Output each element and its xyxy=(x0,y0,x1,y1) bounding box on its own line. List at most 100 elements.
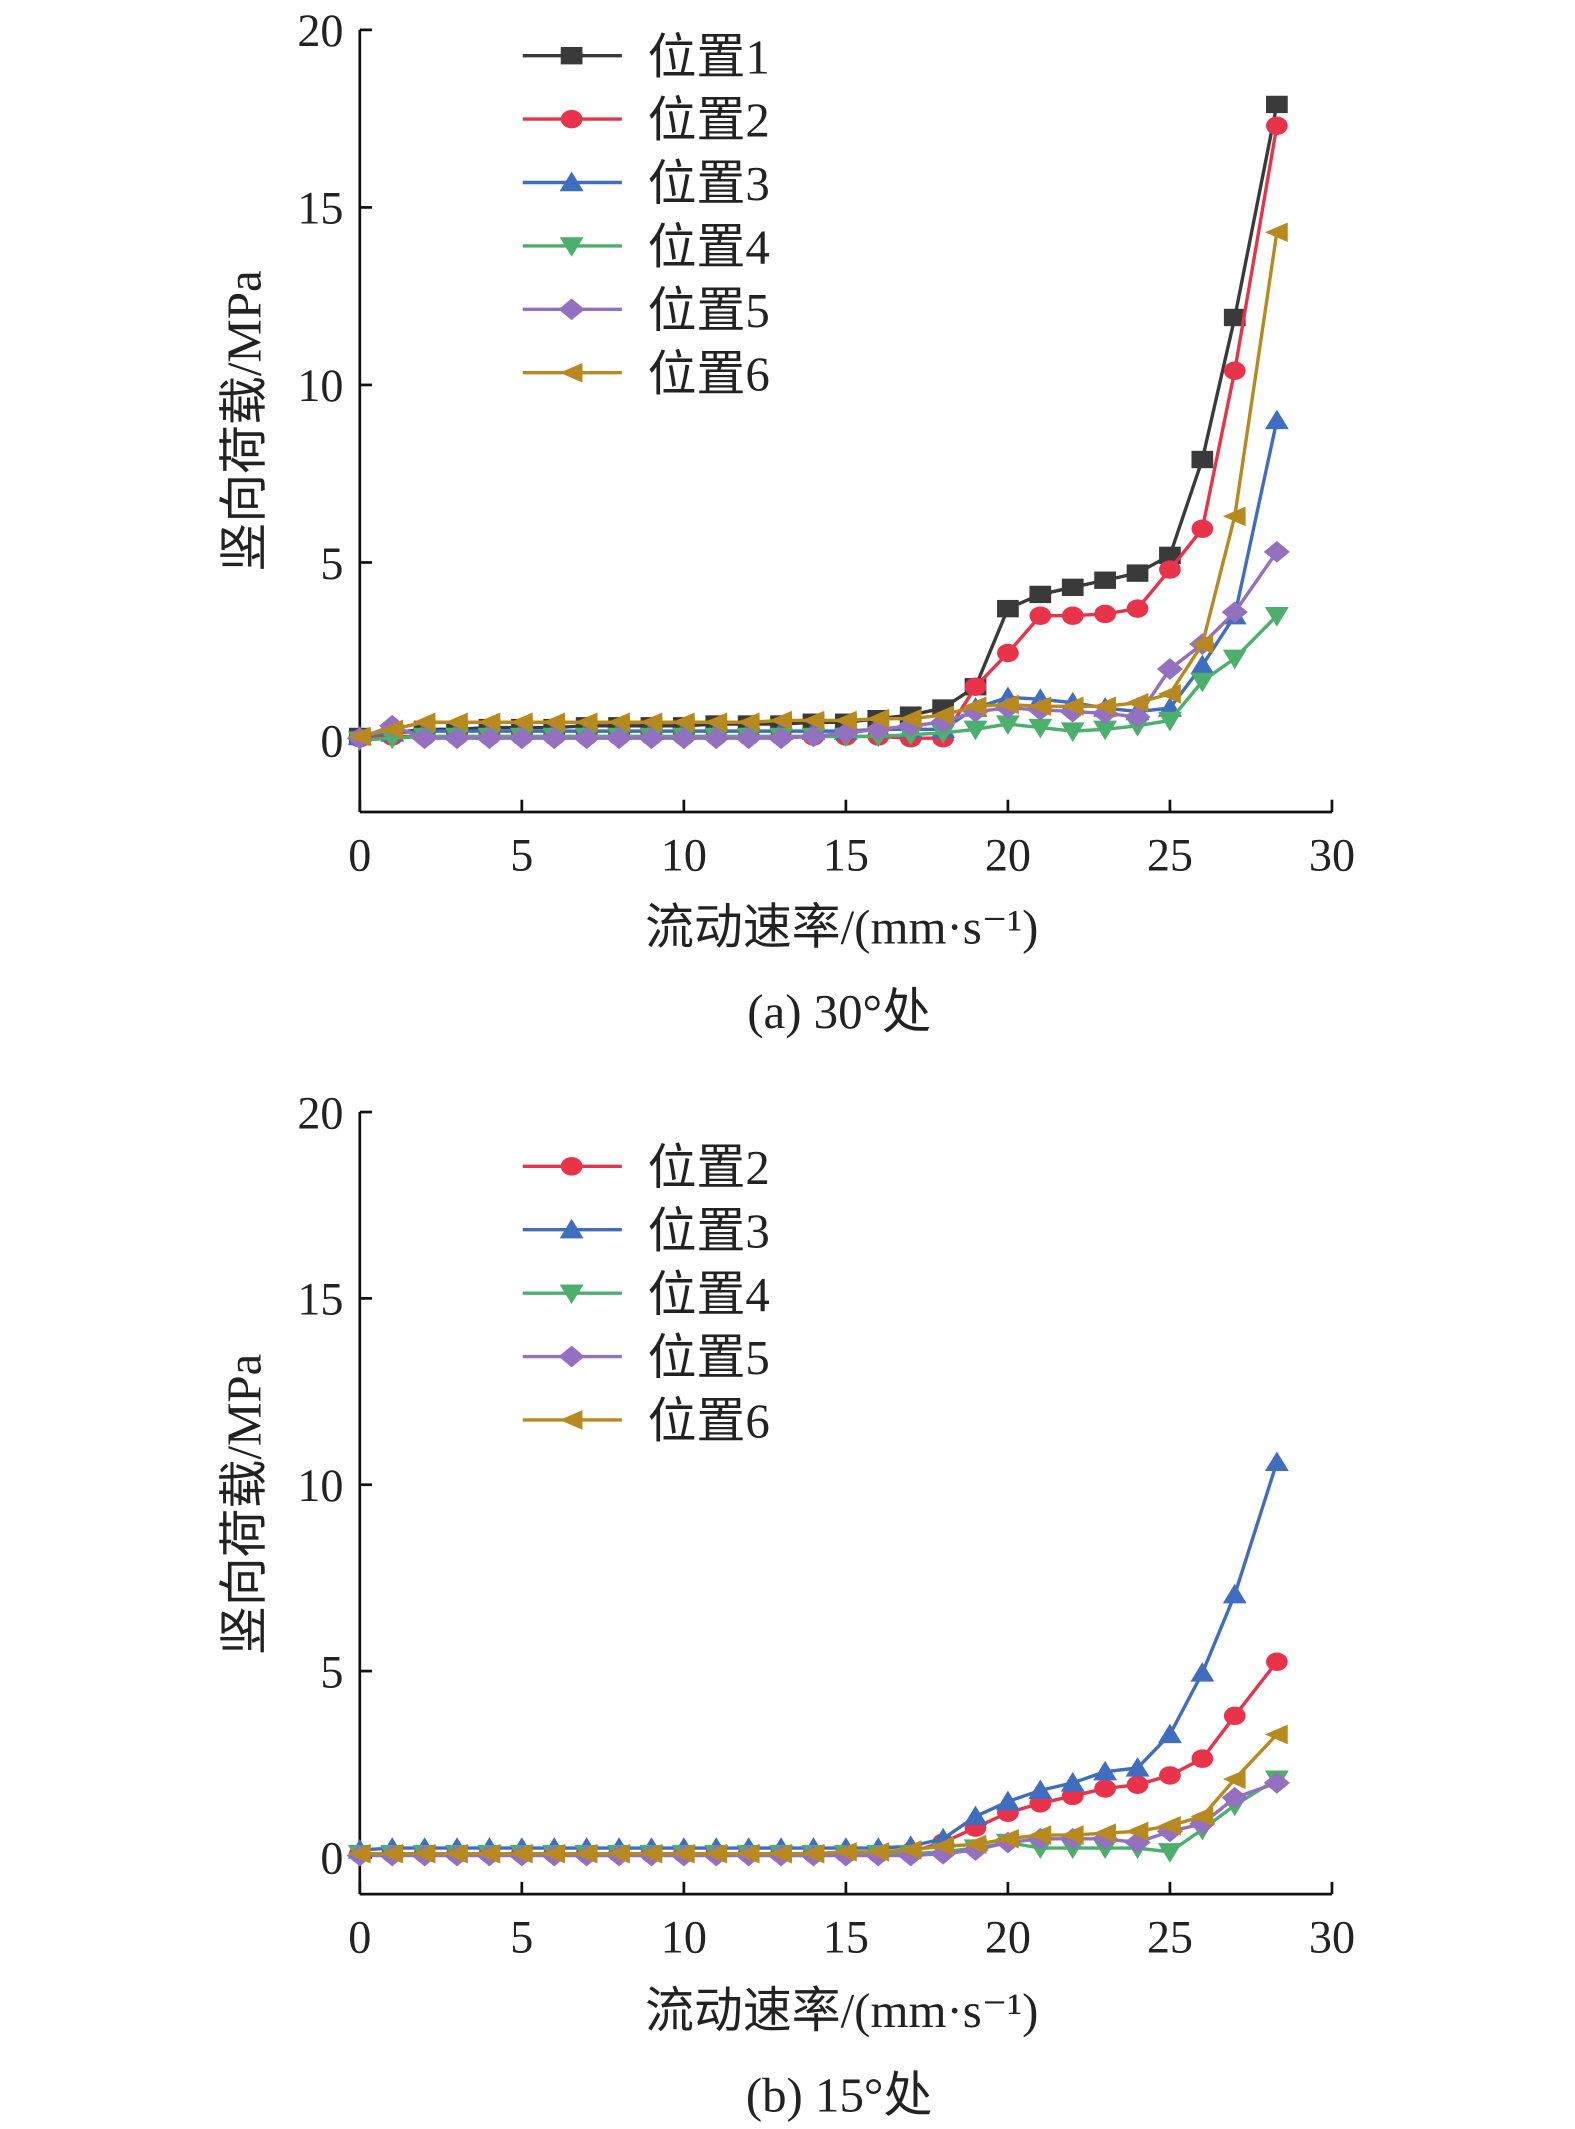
data-point xyxy=(995,1829,1019,1849)
data-point xyxy=(963,696,987,717)
data-point xyxy=(963,1805,988,1826)
data-point xyxy=(1126,599,1149,618)
y-axis-label: 竖向荷载/MPa xyxy=(217,1353,272,1655)
data-point xyxy=(1159,546,1181,565)
data-point xyxy=(1221,601,1248,624)
x-tick-label: 25 xyxy=(1147,829,1193,880)
series-line xyxy=(359,1660,1279,1856)
data-point xyxy=(1222,1583,1247,1604)
data-point xyxy=(476,727,503,750)
data-point xyxy=(639,712,663,733)
data-point xyxy=(1190,654,1215,675)
data-point xyxy=(1264,1451,1289,1472)
data-point xyxy=(995,694,1019,715)
legend-item: 位置1 xyxy=(522,29,770,84)
data-point xyxy=(1157,1723,1182,1744)
data-point xyxy=(866,1842,890,1862)
x-tick-label: 5 xyxy=(510,829,533,880)
x-tick-label: 10 xyxy=(661,1911,707,1962)
y-tick-label: 0 xyxy=(320,1833,343,1884)
data-point xyxy=(1266,95,1288,114)
data-point xyxy=(477,1843,501,1864)
legend-label: 位置5 xyxy=(648,283,770,338)
legend-label: 位置6 xyxy=(648,1394,770,1449)
data-point xyxy=(443,727,471,750)
y-tick-label: 0 xyxy=(320,715,343,766)
legend-marker xyxy=(560,109,583,129)
data-point xyxy=(1191,450,1214,469)
x-tick-label: 30 xyxy=(1309,829,1355,880)
data-point xyxy=(865,718,892,741)
data-point xyxy=(607,712,630,733)
series-位置6 xyxy=(347,1724,1288,1864)
data-point xyxy=(801,1843,825,1864)
legend-marker xyxy=(558,1345,585,1368)
data-point xyxy=(1264,1724,1288,1745)
data-point xyxy=(1157,1815,1181,1836)
data-point xyxy=(963,1834,987,1855)
data-point xyxy=(736,1843,760,1864)
data-point xyxy=(1157,684,1181,704)
data-point xyxy=(1157,1843,1182,1863)
data-point xyxy=(1264,222,1288,243)
data-point xyxy=(1028,718,1053,739)
data-point xyxy=(995,1790,1020,1811)
series-line xyxy=(359,125,1279,740)
x-tick-label: 15 xyxy=(823,829,869,880)
data-point xyxy=(1060,1825,1084,1845)
y-axis-label: 竖向荷载/MPa xyxy=(217,270,272,572)
data-point xyxy=(801,710,825,731)
y-tick-label: 10 xyxy=(297,1460,343,1511)
data-point xyxy=(1190,1806,1214,1827)
data-point xyxy=(964,677,987,696)
legend-label: 位置2 xyxy=(648,1140,770,1195)
data-point xyxy=(1125,692,1149,713)
data-point xyxy=(1223,308,1246,327)
data-point xyxy=(769,710,792,731)
legend-item: 位置2 xyxy=(522,93,770,148)
x-tick-label: 5 xyxy=(510,1911,533,1962)
data-point xyxy=(1264,409,1289,430)
data-point xyxy=(606,727,633,750)
data-point xyxy=(1263,1772,1290,1794)
legend-marker xyxy=(559,1284,584,1305)
data-point xyxy=(574,712,598,733)
y-tick-label: 20 xyxy=(297,1087,343,1138)
legend-label: 位置3 xyxy=(648,156,770,211)
legend-marker xyxy=(558,298,585,321)
y-tick-label: 15 xyxy=(297,1274,343,1325)
y-tick-label: 10 xyxy=(297,360,343,411)
data-point xyxy=(931,724,956,744)
x-tick-label: 30 xyxy=(1309,1911,1355,1962)
series-位置3 xyxy=(347,1451,1289,1859)
legend-label: 位置3 xyxy=(648,1203,770,1258)
data-point xyxy=(866,708,890,729)
legend-marker xyxy=(560,1157,583,1176)
x-tick-label: 25 xyxy=(1147,1911,1193,1962)
data-point xyxy=(1191,1749,1214,1768)
data-point xyxy=(1028,696,1052,717)
data-point xyxy=(574,1843,598,1864)
data-point xyxy=(931,705,954,725)
data-point xyxy=(769,1843,792,1864)
data-point xyxy=(736,712,760,733)
data-point xyxy=(1266,1652,1288,1671)
data-point xyxy=(445,1843,468,1864)
x-tick-label: 0 xyxy=(348,829,371,880)
data-point xyxy=(1028,1825,1052,1845)
data-point xyxy=(768,727,795,750)
x-axis-label: 流动速率/(mm·s⁻¹) xyxy=(645,900,1038,955)
y-tick-label: 5 xyxy=(320,1646,343,1697)
data-point xyxy=(412,1843,436,1864)
data-point xyxy=(800,725,827,748)
legend-label: 位置1 xyxy=(648,29,770,84)
y-tick-label: 5 xyxy=(320,538,343,589)
caption: (b) 15°处 xyxy=(746,2067,932,2122)
data-point xyxy=(1126,1775,1149,1794)
data-point xyxy=(997,643,1019,663)
data-point xyxy=(833,1842,857,1862)
legend-label: 位置6 xyxy=(648,346,770,401)
data-point xyxy=(380,719,404,740)
data-point xyxy=(997,599,1019,618)
data-point xyxy=(509,712,533,733)
